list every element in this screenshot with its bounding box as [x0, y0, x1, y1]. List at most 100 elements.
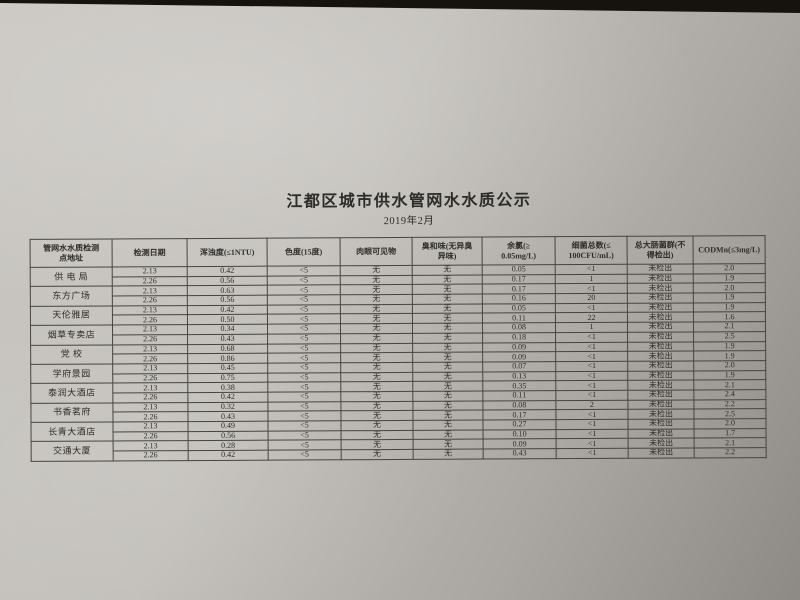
table-cell: 2.5 — [693, 408, 766, 419]
table-cell: 2.13 — [112, 266, 188, 277]
table-cell: 0.05 — [482, 264, 556, 275]
table-cell: 未检出 — [627, 322, 694, 333]
table-cell: <1 — [555, 419, 629, 430]
table-cell: 0.09 — [482, 342, 556, 353]
table-cell: 无 — [412, 381, 483, 392]
table-cell: 0.17 — [482, 274, 556, 285]
table-cell: 0.50 — [187, 314, 268, 325]
table-cell: 2.5 — [693, 331, 766, 342]
table-cell: 0.11 — [482, 313, 556, 324]
table-cell: 1.9 — [693, 350, 766, 361]
table-cell: 2.26 — [112, 315, 188, 326]
table-cell: 0.56 — [187, 295, 268, 306]
table-cell: 无 — [412, 265, 483, 276]
table-cell: 1.9 — [693, 341, 766, 352]
table-cell: 2.13 — [112, 363, 188, 374]
table-cell: 2.26 — [112, 373, 188, 384]
table-cell: 无 — [340, 265, 413, 276]
table-cell: 2.2 — [693, 399, 766, 410]
table-cell: 0.63 — [187, 285, 268, 296]
table-cell: 0.43 — [187, 411, 268, 422]
table-cell: 未检出 — [628, 428, 695, 439]
table-cell: 1 — [555, 273, 628, 285]
column-header: 管网水水质检测 点地址 — [30, 238, 113, 268]
table-cell: 无 — [412, 323, 483, 334]
table-cell: 无 — [340, 371, 413, 383]
table-cell: 2.13 — [112, 285, 188, 297]
table-cell: 0.43 — [483, 448, 557, 459]
column-header: 细菌总数(≤ 100CFU/mL) — [555, 236, 628, 265]
table-cell: 2.13 — [112, 421, 189, 432]
table-cell: 无 — [412, 274, 483, 285]
table-cell: 0.68 — [187, 343, 268, 354]
table-cell: <5 — [267, 343, 341, 354]
table-cell: <5 — [268, 430, 342, 441]
table-cell: <5 — [267, 362, 341, 373]
table-cell: <5 — [267, 314, 341, 325]
location-cell: 书香茗府 — [30, 402, 113, 423]
table-cell: 1 — [555, 322, 628, 333]
table-cell: 无 — [340, 333, 413, 344]
table-cell: 无 — [412, 342, 483, 353]
table-cell: <1 — [556, 438, 629, 449]
table-cell: 2.0 — [693, 263, 766, 274]
table-cell: <1 — [555, 264, 628, 275]
column-header: 总大肠菌群(不 得检出) — [627, 235, 694, 265]
table-cell: 2.13 — [113, 440, 189, 452]
table-cell: <5 — [268, 449, 342, 460]
table-cell: 0.35 — [482, 380, 556, 391]
table-cell: 2.26 — [112, 411, 188, 422]
table-cell: 0.10 — [483, 429, 557, 440]
water-quality-table: 管网水水质检测 点地址 检测日期 浑浊度(≤1NTU) 色度(15度) 肉眼可见物 臭和味… — [29, 235, 767, 462]
table-cell: 无 — [413, 449, 484, 460]
table-cell: 未检出 — [627, 273, 694, 284]
table-cell: 2.2 — [694, 447, 767, 458]
table-body: 供 电 局 2.13 0.42 <5 无无 0.05 <1 未检出 2.0 2.26 0.56 <5 无… — [30, 263, 767, 462]
table-cell: 2.26 — [112, 353, 188, 364]
table-cell: <1 — [555, 390, 628, 401]
table-cell: 2.0 — [693, 360, 766, 371]
table-cell: 未检出 — [627, 418, 695, 429]
table-cell: 无 — [340, 381, 413, 392]
table-cell: <1 — [556, 448, 629, 459]
table-cell: 0.34 — [187, 324, 268, 335]
table-cell: 0.42 — [187, 266, 268, 277]
table-cell: 无 — [412, 390, 483, 402]
table-cell: 1.6 — [693, 312, 766, 323]
table-cell: 2.4 — [693, 389, 766, 400]
location-cell: 学府景园 — [30, 363, 113, 384]
table-cell: <1 — [555, 283, 628, 294]
table-cell: 未检出 — [627, 370, 694, 381]
table-cell: 无 — [412, 313, 483, 324]
table-cell: 无 — [412, 400, 483, 411]
table-cell: 0.05 — [482, 303, 556, 314]
table-cell: 未检出 — [627, 360, 694, 371]
location-cell: 长青大酒店 — [31, 421, 114, 442]
table-cell: 2.26 — [112, 392, 188, 403]
page-subtitle: 2019年2月 — [383, 215, 435, 228]
table-cell: 无 — [413, 429, 484, 440]
table-cell: 无 — [340, 391, 413, 402]
table-cell: 1.9 — [693, 273, 766, 284]
table-cell: 未检出 — [628, 448, 695, 459]
table-cell: <1 — [555, 361, 628, 372]
table-cell: 无 — [340, 410, 413, 421]
table-cell: <5 — [267, 372, 341, 383]
table-cell: 无 — [412, 294, 483, 305]
table-cell: 0.17 — [482, 284, 556, 295]
table-cell: <5 — [267, 391, 341, 402]
table-cell: 0.86 — [187, 353, 268, 364]
table-cell: 0.09 — [483, 439, 557, 450]
table-cell: 未检出 — [627, 389, 694, 400]
table-cell: 0.43 — [187, 333, 268, 345]
table-cell: 无 — [340, 284, 413, 295]
table-cell: 2.0 — [693, 418, 767, 429]
table-cell: 无 — [340, 342, 413, 353]
table-cell: 2.13 — [112, 382, 188, 393]
column-header: 色度(15度) — [267, 237, 341, 267]
table-cell: 未检出 — [627, 302, 694, 313]
table-cell: 无 — [340, 313, 413, 324]
table-cell: 未检出 — [627, 341, 694, 352]
table-cell: 2.26 — [113, 450, 189, 461]
page-title: 江都区城市供水管网水水质公示 — [286, 192, 532, 211]
